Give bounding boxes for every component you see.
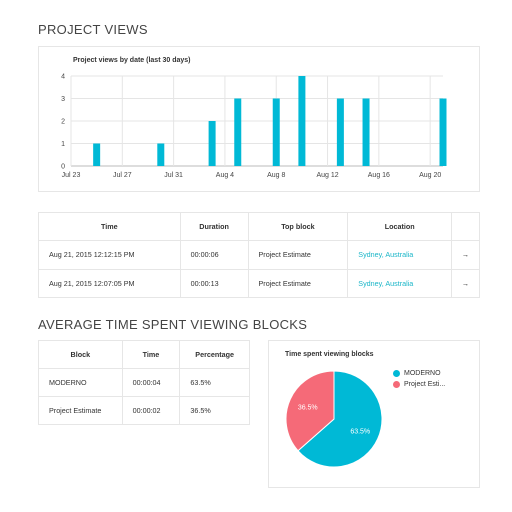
location-link[interactable]: Sydney, Australia bbox=[358, 250, 414, 260]
arrow-right-icon[interactable]: → bbox=[461, 278, 470, 288]
location-link[interactable]: Sydney, Australia bbox=[358, 278, 414, 288]
y-tick-label: 4 bbox=[61, 74, 65, 81]
x-tick-label: Jul 23 bbox=[62, 172, 81, 179]
bar bbox=[234, 98, 242, 166]
cell-time: 00:00:02 bbox=[122, 396, 181, 425]
legend-dot bbox=[393, 370, 400, 377]
bar bbox=[93, 143, 101, 166]
column-header-block: Block bbox=[38, 340, 123, 369]
avg-time-title: AVERAGE TIME SPENT VIEWING BLOCKS bbox=[38, 317, 308, 332]
x-tick-label: Jul 27 bbox=[113, 172, 132, 179]
views-bar-chart: 0 1 2 3 4 Jul 23 Jul 27 Jul 31 Aug 4 Aug 8 Aug 12 A… bbox=[61, 74, 447, 179]
column-header-time: Time bbox=[122, 340, 181, 369]
x-tick-label: Aug 16 bbox=[368, 172, 390, 179]
cell-time: Aug 21, 2015 12:12:15 PM bbox=[38, 240, 181, 270]
views-chart-card: Project views by date (last 30 days) 0 1 2… bbox=[38, 46, 480, 192]
legend-item: MODERNO bbox=[393, 368, 445, 379]
cell-time: Aug 21, 2015 12:07:05 PM bbox=[38, 269, 181, 298]
cell-top-block: Project Estimate bbox=[248, 269, 349, 298]
table-row: Project Estimate 00:00:02 36.5% bbox=[38, 396, 250, 425]
bar bbox=[439, 98, 447, 166]
pie-value-label: 36.5% bbox=[298, 405, 318, 412]
cell-percentage: 36.5% bbox=[190, 406, 211, 415]
views-table: Time Duration Top block Location Aug 21,… bbox=[38, 212, 480, 298]
legend-dot bbox=[393, 381, 400, 388]
cell-time: 00:00:04 bbox=[122, 368, 181, 397]
table-header-row: Time Duration Top block Location bbox=[38, 212, 480, 241]
cell-duration: 00:00:06 bbox=[180, 240, 249, 270]
cell-block: MODERNO bbox=[38, 368, 123, 397]
bar bbox=[362, 98, 370, 166]
blocks-table: Block Time Percentage MODERNO 00:00:04 6… bbox=[38, 340, 250, 425]
cell-location: Sydney, Australia bbox=[347, 269, 453, 298]
column-header-action bbox=[451, 212, 480, 241]
pie-value-label: 63.5% bbox=[350, 428, 370, 435]
table-header-row: Block Time Percentage bbox=[38, 340, 250, 369]
bar bbox=[336, 98, 344, 166]
pie-slice bbox=[285, 370, 335, 452]
column-header-top-block: Top block bbox=[248, 212, 349, 241]
pie-legend: MODERNO Project Esti... bbox=[393, 368, 445, 390]
bar bbox=[157, 143, 165, 166]
table-row[interactable]: Aug 21, 2015 12:12:15 PM 00:00:06 Projec… bbox=[38, 240, 480, 270]
pie-slice bbox=[297, 370, 383, 468]
x-tick-label: Aug 8 bbox=[267, 172, 285, 179]
column-header-percentage: Percentage bbox=[179, 340, 250, 369]
bar bbox=[208, 121, 216, 166]
legend-label: Project Esti... bbox=[404, 381, 446, 388]
x-tick-label: Aug 12 bbox=[316, 172, 338, 179]
project-views-title: PROJECT VIEWS bbox=[38, 22, 148, 37]
bar bbox=[272, 98, 280, 166]
chart-title: Project views by date (last 30 days) bbox=[73, 57, 191, 64]
cell-percentage: 63.5% bbox=[179, 368, 250, 397]
legend-label: MODERNO bbox=[404, 370, 441, 377]
table-row[interactable]: Aug 21, 2015 12:07:05 PM 00:00:13 Projec… bbox=[38, 269, 480, 298]
y-tick-label: 2 bbox=[61, 119, 65, 126]
x-tick-label: Aug 4 bbox=[216, 172, 234, 179]
time-pie-chart: 63.5% 36.5% bbox=[285, 370, 383, 468]
column-header-duration: Duration bbox=[180, 212, 249, 241]
cell-block: Project Estimate bbox=[38, 396, 123, 425]
y-tick-label: 1 bbox=[61, 141, 65, 148]
bar bbox=[298, 76, 306, 166]
table-row: MODERNO 00:00:04 63.5% bbox=[38, 368, 250, 397]
arrow-right-icon[interactable]: → bbox=[451, 240, 480, 270]
column-header-location: Location bbox=[347, 212, 453, 241]
cell-location: Sydney, Australia bbox=[347, 240, 453, 270]
cell-duration: 00:00:13 bbox=[180, 269, 249, 298]
y-tick-label: 0 bbox=[61, 164, 65, 171]
pie-chart-card: Time spent viewing blocks 63.5% 36.5% MOD… bbox=[268, 340, 480, 488]
x-tick-label: Aug 20 bbox=[419, 172, 441, 179]
y-tick-label: 3 bbox=[61, 96, 65, 103]
legend-item: Project Esti... bbox=[393, 379, 445, 390]
cell-top-block: Project Estimate bbox=[248, 240, 349, 270]
pie-chart-title: Time spent viewing blocks bbox=[285, 351, 374, 358]
x-tick-label: Jul 31 bbox=[164, 172, 183, 179]
column-header-time: Time bbox=[38, 212, 181, 241]
